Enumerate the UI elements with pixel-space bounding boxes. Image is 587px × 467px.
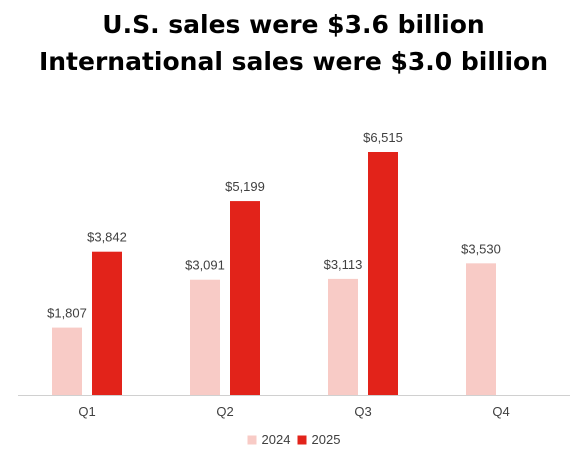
x-tick-label-q1: Q1 xyxy=(78,404,95,419)
bar-2025-q1 xyxy=(92,251,122,395)
data-label-2025-q3: $6,515 xyxy=(363,130,403,145)
chart-title: U.S. sales were $3.6 billion Internation… xyxy=(0,6,587,80)
bar-2025-q2 xyxy=(230,201,260,395)
x-tick-label-q4: Q4 xyxy=(492,404,509,419)
bar-2024-q4 xyxy=(466,263,496,395)
legend-label-2025: 2025 xyxy=(312,432,341,447)
x-tick-label-q3: Q3 xyxy=(354,404,371,419)
data-label-2025-q1: $3,842 xyxy=(87,230,127,245)
chart-title-line-1: U.S. sales were $3.6 billion xyxy=(102,10,485,39)
data-label-2024-q3: $3,113 xyxy=(324,257,363,272)
bar-2024-q3 xyxy=(328,278,358,395)
data-label-2024-q1: $1,807 xyxy=(47,306,87,321)
legend-label-2024: 2024 xyxy=(262,432,291,447)
bar-2024-q1 xyxy=(52,327,82,395)
bar-2024-q2 xyxy=(190,279,220,395)
data-label-2024-q4: $3,530 xyxy=(461,241,501,256)
bar-2025-q3 xyxy=(368,152,398,395)
legend-swatch-2024 xyxy=(247,435,257,445)
data-label-2024-q2: $3,091 xyxy=(185,258,225,273)
data-label-2025-q2: $5,199 xyxy=(225,179,265,194)
chart-title-line-2: International sales were $3.0 billion xyxy=(38,47,549,76)
legend-swatch-2025 xyxy=(297,435,307,445)
x-tick-label-q2: Q2 xyxy=(216,404,233,419)
